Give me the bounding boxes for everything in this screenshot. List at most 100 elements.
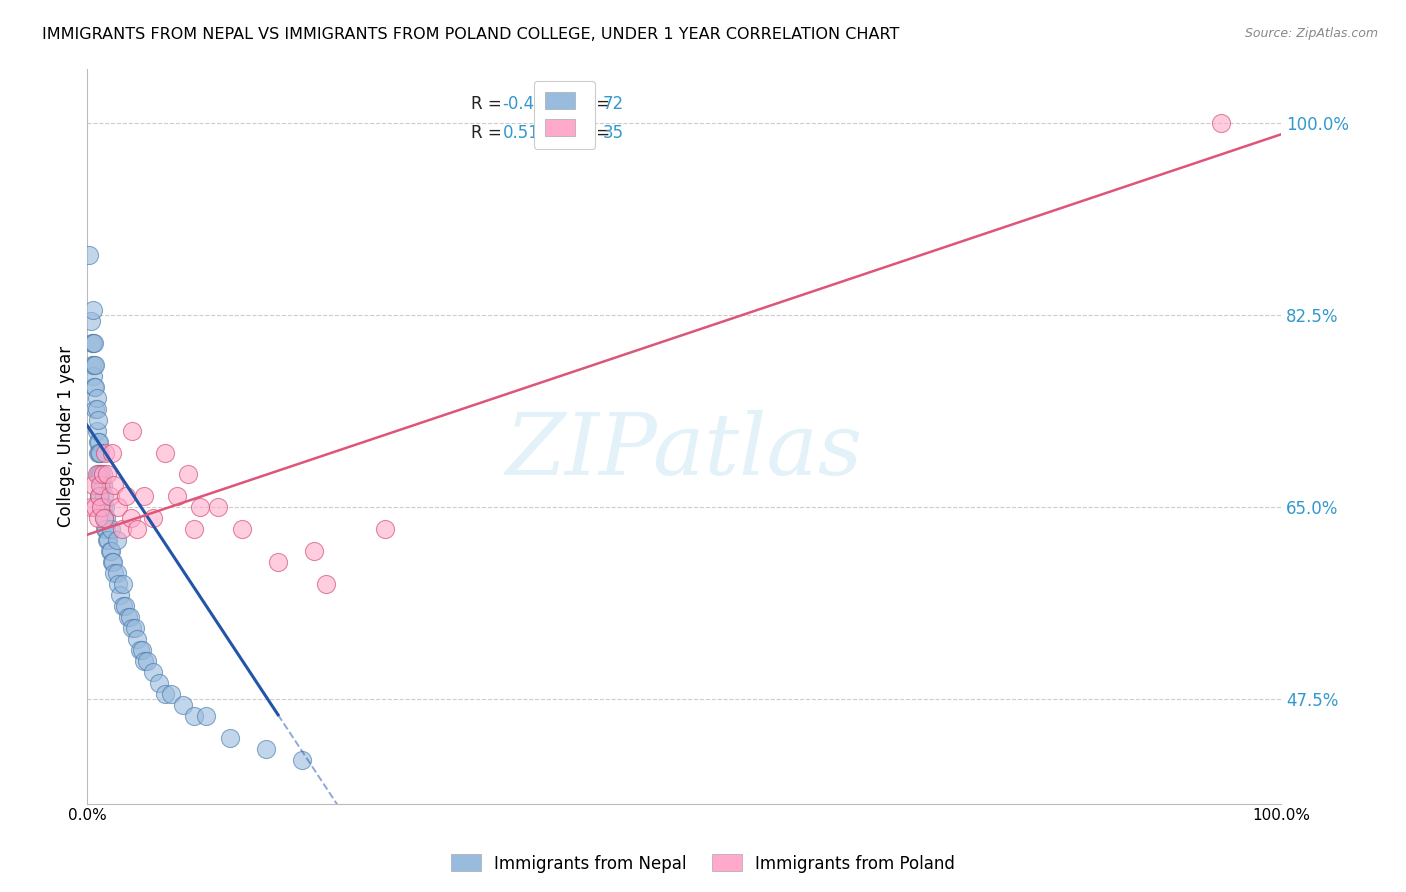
Point [121,424,143,438]
Point [374,522,396,536]
Point [195,709,218,723]
Point [89,467,111,482]
Point [134,654,156,668]
Point [105,566,128,581]
Point [98,490,121,504]
Point [231,522,253,536]
Point [87,445,110,459]
Point [80,335,103,350]
Point [267,555,290,569]
Point [219,731,242,745]
Text: 72: 72 [603,95,624,112]
Point [100,544,122,558]
Point [86,467,108,482]
Point [83,358,105,372]
Point [103,555,125,569]
Point [90,500,112,515]
Point [87,467,110,482]
Point [91,500,114,515]
Point [87,490,110,504]
Text: IMMIGRANTS FROM NEPAL VS IMMIGRANTS FROM POLAND COLLEGE, UNDER 1 YEAR CORRELATIO: IMMIGRANTS FROM NEPAL VS IMMIGRANTS FROM… [42,27,900,42]
Point [87,511,110,525]
Point [134,490,156,504]
Point [94,511,117,525]
Point [96,533,118,548]
Point [135,654,157,668]
Text: Source: ZipAtlas.com: Source: ZipAtlas.com [1244,27,1378,40]
Point [96,467,118,482]
Point [110,522,132,536]
Point [142,511,165,525]
Point [93,490,115,504]
Point [90,500,112,515]
Point [107,500,129,515]
Point [84,380,107,394]
Point [105,533,128,548]
Point [101,555,124,569]
Point [82,478,104,492]
Point [93,511,115,525]
Point [153,687,176,701]
Point [98,544,121,558]
Point [117,610,139,624]
Point [153,445,176,459]
Point [94,445,117,459]
Point [100,522,122,536]
Point [101,445,124,459]
Point [82,368,104,383]
Point [120,511,142,525]
Point [110,588,132,602]
Point [291,753,314,767]
Point [89,445,111,459]
Point [148,676,170,690]
Point [82,302,104,317]
Point [97,533,120,548]
Point [118,610,141,624]
Point [114,599,136,614]
Point [166,490,188,504]
Point [107,577,129,591]
Point [83,335,105,350]
Point [83,380,105,394]
Point [86,391,108,405]
Point [127,632,149,646]
Point [90,478,112,492]
Point [84,401,107,416]
Point [93,511,115,525]
Point [79,248,101,262]
Point [103,478,125,492]
Point [86,424,108,438]
Point [91,467,114,482]
Point [128,643,150,657]
Point [1211,116,1233,130]
Text: N =: N = [568,124,616,142]
Point [111,577,134,591]
Point [89,490,111,504]
Point [87,434,110,449]
Text: 35: 35 [603,124,624,142]
Point [207,500,229,515]
Text: R =: R = [471,95,508,112]
Point [84,500,107,515]
Point [86,401,108,416]
Point [142,665,165,679]
Point [91,478,114,492]
Point [302,544,325,558]
Point [177,467,200,482]
Point [79,500,101,515]
Point [159,687,181,701]
Point [254,741,277,756]
Point [131,643,153,657]
Point [89,478,111,492]
Text: -0.413: -0.413 [502,95,555,112]
Point [121,621,143,635]
Point [183,522,205,536]
Point [94,500,117,515]
Point [79,314,101,328]
Point [87,412,110,426]
Y-axis label: College, Under 1 year: College, Under 1 year [58,345,75,526]
Point [80,358,103,372]
Text: 0.515: 0.515 [502,124,550,142]
Point [124,621,146,635]
Point [127,522,149,536]
